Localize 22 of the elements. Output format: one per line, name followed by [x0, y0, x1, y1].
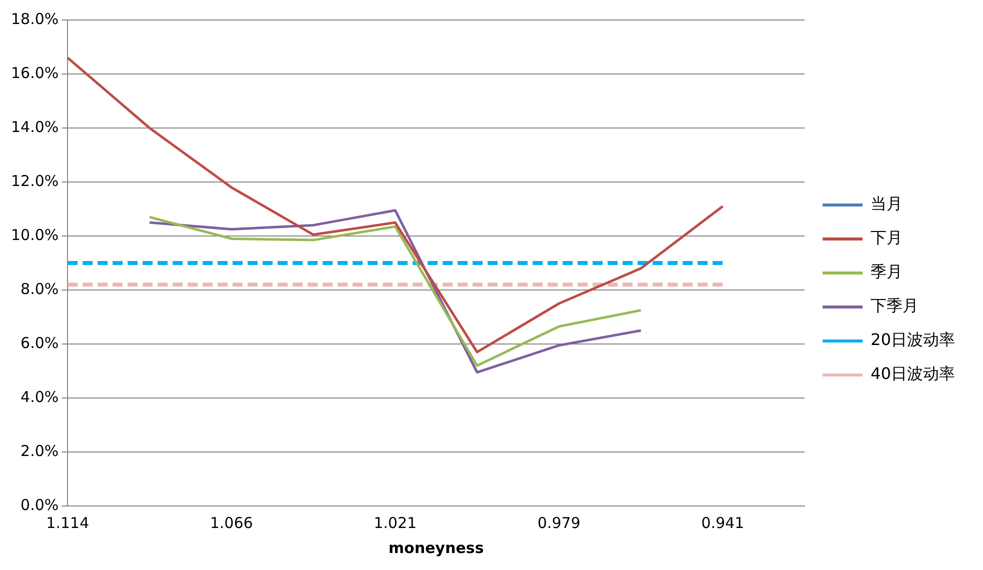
x-axis-title: moneyness	[388, 538, 484, 557]
legend-label: 季月	[870, 262, 903, 282]
y-tick-label: 14.0%	[10, 118, 59, 136]
x-tick-label: 0.941	[701, 514, 744, 532]
y-tick-label: 12.0%	[10, 172, 59, 190]
legend-label: 40日波动率	[870, 364, 955, 384]
y-tick-label: 4.0%	[20, 388, 59, 406]
y-tick-label: 8.0%	[20, 280, 59, 298]
y-tick-label: 16.0%	[10, 64, 59, 82]
y-tick-label: 2.0%	[20, 442, 59, 460]
legend-label: 20日波动率	[870, 330, 955, 350]
x-tick-label: 0.979	[538, 514, 580, 532]
y-tick-label: 6.0%	[20, 334, 59, 352]
x-tick-label: 1.114	[46, 514, 90, 532]
y-tick-label: 0.0%	[20, 496, 59, 514]
legend-label: 下月	[870, 228, 903, 248]
legend-label: 下季月	[870, 296, 919, 316]
y-tick-label: 10.0%	[10, 226, 59, 244]
legend-label: 当月	[870, 194, 903, 214]
x-tick-label: 1.066	[210, 514, 253, 532]
y-tick-label: 18.0%	[10, 10, 59, 28]
x-tick-label: 1.021	[374, 514, 417, 532]
